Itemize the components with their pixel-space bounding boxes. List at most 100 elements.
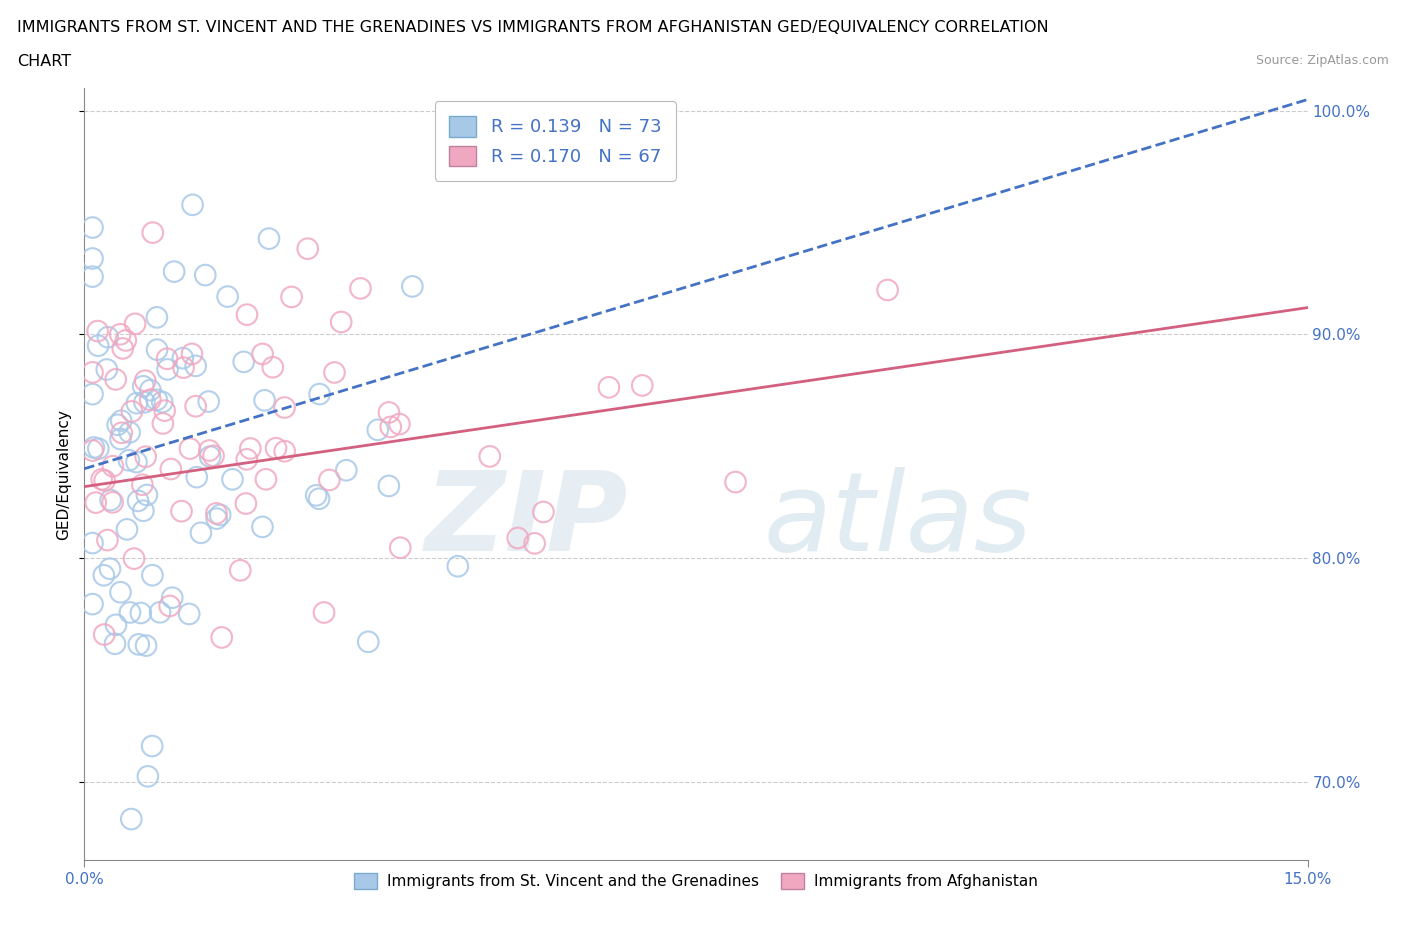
Point (335, 463, 357, 478)
Point (184, 399, 207, 414)
Point (198, 449, 221, 464)
Point (323, 365, 346, 380)
Point (118, 453, 141, 468)
Point (93, 568, 115, 583)
Point (96, 533, 118, 548)
Point (82, 365, 104, 379)
Point (128, 637, 150, 652)
Point (134, 395, 156, 410)
Point (134, 373, 156, 388)
Point (305, 488, 328, 503)
Point (190, 525, 212, 540)
Point (115, 522, 138, 537)
Point (98, 562, 121, 577)
Point (172, 351, 194, 365)
Point (90, 472, 112, 486)
Point (125, 396, 148, 411)
Point (280, 289, 302, 304)
Point (87, 441, 110, 456)
Point (135, 638, 157, 653)
Point (478, 449, 501, 464)
Point (110, 585, 132, 600)
Point (273, 400, 295, 415)
Point (84, 495, 107, 510)
Point (82, 536, 104, 551)
Point (506, 530, 529, 545)
Point (160, 591, 183, 605)
Point (389, 540, 412, 555)
Point (139, 392, 162, 407)
Point (82, 220, 104, 235)
Point (104, 372, 127, 387)
Point (156, 362, 179, 377)
Point (205, 506, 228, 521)
Point (136, 769, 159, 784)
Point (523, 536, 546, 551)
Point (330, 314, 353, 329)
Point (135, 449, 157, 464)
Point (93, 473, 115, 488)
Point (401, 279, 423, 294)
Point (254, 472, 277, 486)
Point (142, 225, 165, 240)
Point (110, 432, 132, 446)
Point (308, 491, 330, 506)
Point (124, 316, 146, 331)
Text: CHART: CHART (17, 54, 70, 69)
Text: Source: ZipAtlas.com: Source: ZipAtlas.com (1256, 54, 1389, 67)
Point (252, 347, 274, 362)
Point (447, 559, 470, 574)
Point (198, 443, 221, 458)
Point (239, 441, 262, 456)
Point (186, 470, 208, 485)
Point (118, 425, 141, 440)
Text: IMMIGRANTS FROM ST. VINCENT AND THE GRENADINES VS IMMIGRANTS FROM AFGHANISTAN GE: IMMIGRANTS FROM ST. VINCENT AND THE GREN… (17, 20, 1049, 35)
Point (141, 568, 163, 583)
Point (120, 812, 142, 827)
Point (110, 326, 132, 341)
Point (82, 269, 104, 284)
Point (724, 474, 747, 489)
Point (129, 605, 152, 620)
Point (121, 404, 143, 418)
Point (631, 378, 654, 392)
Point (160, 461, 183, 476)
Point (159, 599, 181, 614)
Point (349, 281, 371, 296)
Point (357, 634, 380, 649)
Point (149, 604, 172, 619)
Point (87, 339, 110, 353)
Point (101, 495, 124, 510)
Point (194, 268, 217, 283)
Point (153, 404, 176, 418)
Point (104, 636, 127, 651)
Point (101, 458, 124, 473)
Point (533, 505, 555, 520)
Point (146, 310, 169, 325)
Point (97, 330, 120, 345)
Point (125, 455, 148, 470)
Point (264, 441, 287, 456)
Point (132, 503, 155, 518)
Point (82, 597, 104, 612)
Text: ZIP: ZIP (425, 467, 628, 574)
Point (132, 379, 155, 393)
Point (308, 387, 330, 402)
Point (107, 418, 129, 432)
Point (122, 551, 145, 566)
Point (273, 444, 295, 458)
Point (221, 472, 243, 486)
Point (152, 416, 174, 431)
Point (257, 232, 280, 246)
Point (367, 422, 389, 437)
Point (141, 738, 163, 753)
Point (131, 477, 153, 492)
Point (86, 324, 108, 339)
Point (318, 472, 340, 487)
Point (217, 289, 239, 304)
Point (297, 241, 319, 256)
Point (211, 630, 233, 644)
Text: atlas: atlas (763, 467, 1032, 574)
Point (197, 394, 219, 409)
Point (156, 352, 179, 366)
